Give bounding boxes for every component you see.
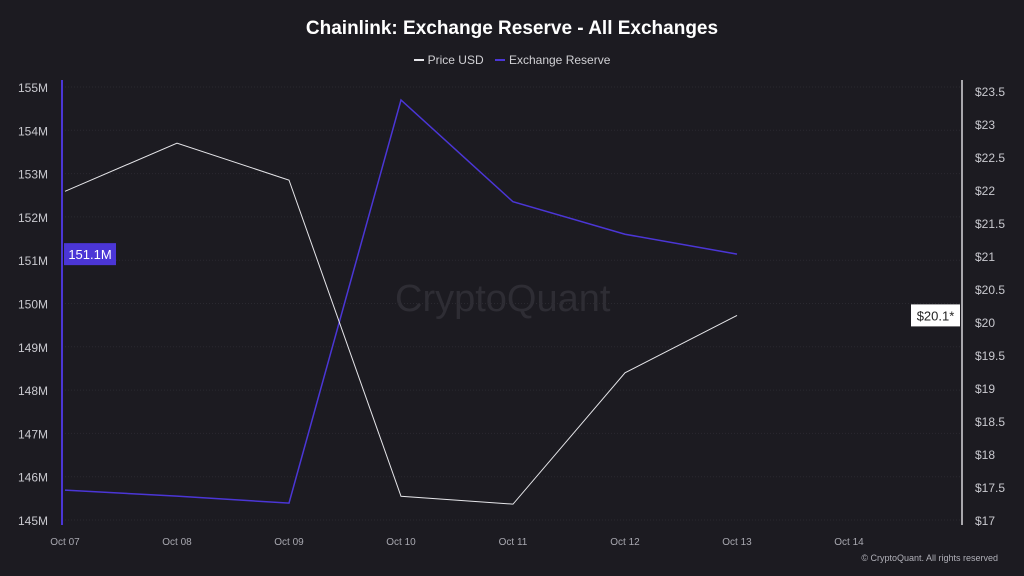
legend-swatch [413,59,424,61]
x-tick-label: Oct 08 [162,537,192,548]
x-tick-label: Oct 10 [386,537,416,548]
right-tick-label: $21 [975,250,995,264]
chart-title: Chainlink: Exchange Reserve - All Exchan… [305,18,719,39]
x-tick-label: Oct 14 [834,537,864,548]
legend-swatch [494,59,505,61]
right-value-marker-label: $20.1* [917,308,955,323]
x-tick-label: Oct 12 [610,537,640,548]
price-usd-line [64,142,738,505]
right-tick-label: $18 [975,448,995,462]
x-tick-label: Oct 13 [722,537,752,548]
legend: Price USD Exchange Reserve [0,50,1024,67]
left-tick-label: 145M [18,514,48,528]
left-tick-label: 153M [18,168,48,182]
x-tick-label: Oct 09 [274,537,304,548]
right-tick-label: $22.5 [975,151,1005,165]
exchange-reserve-line [64,98,738,504]
left-tick-label: 148M [18,384,48,398]
right-tick-label: $19 [975,382,995,396]
legend-reserve[interactable]: Exchange Reserve [494,53,611,67]
right-tick-label: $17.5 [975,481,1005,495]
legend-price[interactable]: Price USD [413,53,484,67]
right-tick-label: $22 [975,184,995,198]
right-tick-label: $23 [975,118,995,132]
legend-label: Price USD [427,53,484,67]
left-value-marker-label: 151.1M [68,247,111,262]
left-tick-label: 151M [18,254,48,268]
left-tick-label: 147M [18,427,48,441]
right-tick-label: $19.5 [975,349,1005,363]
right-tick-label: $20.5 [975,283,1005,297]
legend-label: Exchange Reserve [508,53,611,67]
left-tick-label: 149M [18,341,48,355]
left-tick-label: 146M [18,471,48,485]
right-tick-label: $23.5 [975,85,1005,99]
x-tick-label: Oct 07 [50,537,80,548]
right-tick-label: $17 [975,514,995,528]
right-tick-label: $21.5 [975,217,1005,231]
right-tick-label: $20 [975,316,995,330]
left-tick-label: 155M [18,81,48,95]
left-value-marker [64,243,116,266]
watermark: CryptoQuant [395,278,611,320]
right-tick-label: $18.5 [975,415,1005,429]
left-tick-label: 154M [18,124,48,138]
x-tick-label: Oct 11 [499,537,528,548]
left-tick-label: 152M [18,211,48,225]
left-tick-label: 150M [18,298,48,312]
copyright: © CryptoQuant. All rights reserved [861,553,998,563]
right-value-marker [911,304,960,327]
